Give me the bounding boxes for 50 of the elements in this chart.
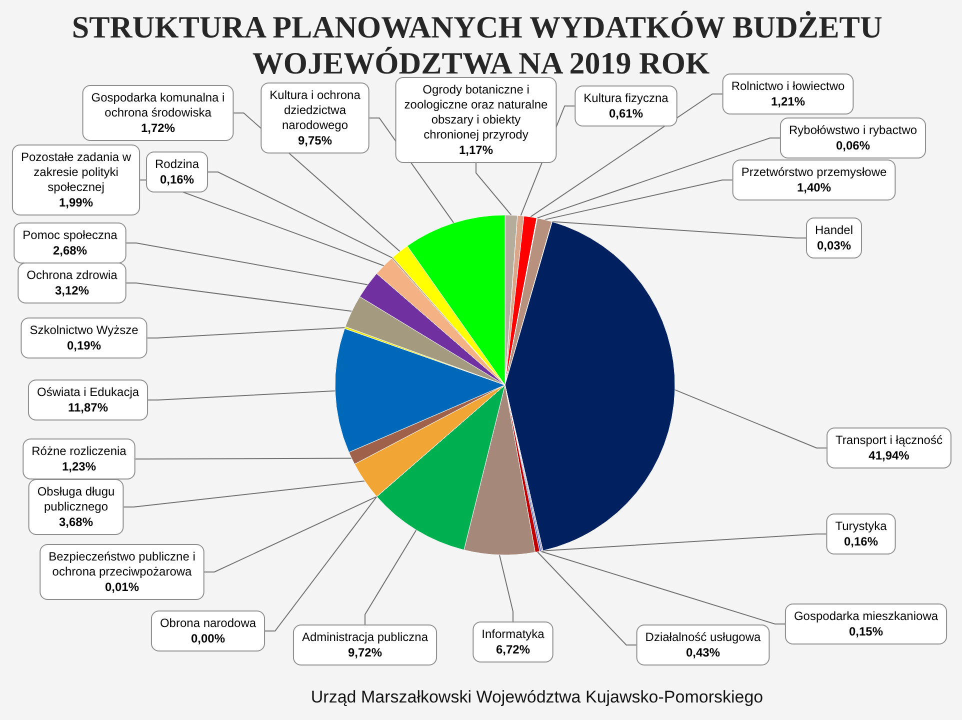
slice-label: Działalność usługowa <box>645 630 762 644</box>
data-label: 2,68% <box>52 244 88 258</box>
data-label: 3,12% <box>54 284 90 298</box>
data-label: 0,06% <box>836 138 870 152</box>
slice-label: Gospodarka komunalna i ochrona środowiska <box>91 90 225 120</box>
slice-label: Informatyka <box>482 627 545 641</box>
text: 0,00% <box>190 632 226 646</box>
data-label: 0,16% <box>160 172 194 186</box>
slice-label: Ogrody botaniczne i zoologiczne oraz naturalne obszary i obiekty chronionej przyrody <box>404 82 548 142</box>
data-label: 0,16% <box>844 534 878 548</box>
chart-title: STRUKTURA PLANOWANYCH WYDATKÓW BUDŻETU WOJEWÓDZTWA NA 2019 ROK <box>72 10 890 80</box>
slice-label: Obsługa długu publicznego <box>37 484 115 514</box>
category-label: Obrona narodowa <box>160 616 256 630</box>
slice-label: Administracja publiczna <box>302 630 428 644</box>
slice-label: Turystyka <box>835 519 888 533</box>
data-label: 0,15% <box>848 624 884 638</box>
slice-label: Transport i łączność <box>836 433 942 447</box>
data-label: 1,72% <box>140 121 176 135</box>
slice-label: Szkolnictwo Wyższe <box>30 323 139 337</box>
data-label: 1,99% <box>58 196 94 210</box>
slice-label: Pomoc społeczna <box>22 228 118 242</box>
slice-label: Oświata i Edukacja <box>36 385 140 399</box>
data-label: 1,17% <box>458 143 494 157</box>
slice-label: Bezpieczeństwo publiczne i ochrona przeciwpożarowa <box>48 550 196 578</box>
text: Urząd Marszałkowski Województwa Kujawsko-Pomorskiego <box>310 688 764 706</box>
data-label: 0,61% <box>608 106 644 120</box>
data-label: 6,72% <box>496 642 530 656</box>
data-label: 9,75% <box>298 134 332 148</box>
data-label: 0,43% <box>686 646 720 660</box>
slice-label: Przetwórstwo przemysłowe <box>741 165 888 179</box>
data-label: 1,40% <box>796 180 832 194</box>
data-label: 0,03% <box>816 238 852 252</box>
data-label: 3,68% <box>58 515 94 529</box>
slice-label: Rolnictwo i łowiectwo <box>731 79 846 93</box>
slice-label: Różne rozliczenia <box>32 444 127 458</box>
data-label: 1,21% <box>770 94 806 108</box>
slice-label: Gospodarka mieszkaniowa <box>794 609 938 623</box>
data-label: 9,72% <box>348 646 382 660</box>
slice-label: Kultura fizyczna <box>584 91 669 105</box>
data-label: 1,23% <box>62 460 96 474</box>
slice-label: Ochrona zdrowia <box>26 268 118 282</box>
data-label: 0,19% <box>66 338 102 352</box>
slice-label: Handel <box>814 223 854 237</box>
data-label: 41,94% <box>868 448 910 462</box>
data-label: 0,01% <box>104 580 140 594</box>
slice-label: Pozostałe zadania w zakresie polityki społecznej <box>20 150 132 194</box>
slice-label: Rodzina <box>154 157 200 171</box>
data-label: 11,87% <box>68 400 108 414</box>
slice-label: Kultura i ochrona dziedzictwa narodowego <box>270 88 361 132</box>
slice-label: Rybołówstwo i rybactwo <box>788 123 918 137</box>
